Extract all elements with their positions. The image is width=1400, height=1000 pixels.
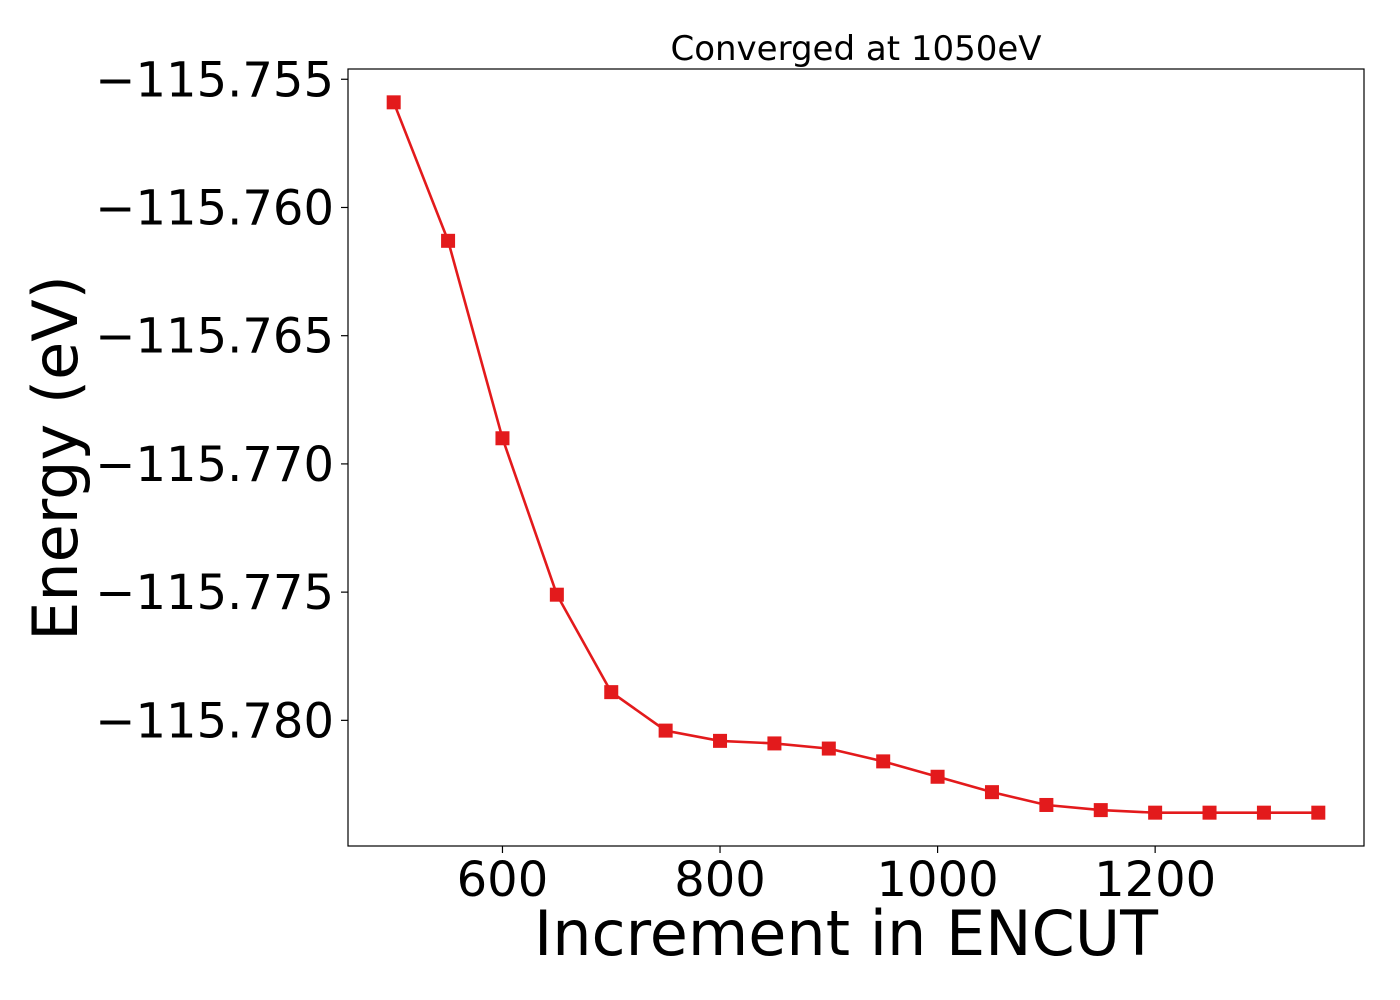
data-point-marker xyxy=(658,723,673,738)
data-point-marker xyxy=(930,769,945,784)
data-point-marker xyxy=(876,754,891,769)
chart-title: Converged at 1050eV xyxy=(670,29,1041,69)
data-point-marker xyxy=(984,785,999,800)
y-tick-label: −115.755 xyxy=(95,52,334,108)
data-point-marker xyxy=(1148,805,1163,820)
y-axis-ticks: −115.755 −115.760 −115.765 −115.770 −115.775… xyxy=(95,52,348,749)
x-tick-label: 1200 xyxy=(1094,852,1216,908)
data-point-marker xyxy=(386,95,401,110)
x-axis-label: Increment in ENCUT xyxy=(534,897,1159,970)
data-point-marker xyxy=(1311,805,1326,820)
plot-frame xyxy=(347,68,1365,847)
x-axis-ticks: 600 800 1000 1200 xyxy=(457,846,1216,908)
x-tick-label: 800 xyxy=(674,852,766,908)
y-axis-label: Energy (eV) xyxy=(19,275,92,641)
data-point-marker xyxy=(1256,805,1271,820)
data-point-marker xyxy=(549,587,564,602)
x-tick-label: 1000 xyxy=(877,852,999,908)
data-point-marker xyxy=(1202,805,1217,820)
data-point-marker xyxy=(821,741,836,756)
series-line xyxy=(392,101,1319,815)
data-point-marker xyxy=(441,233,456,248)
y-tick-label: −115.765 xyxy=(95,309,334,365)
y-tick-label: −115.775 xyxy=(95,565,334,621)
plot-area xyxy=(386,95,1326,820)
x-tick-label: 600 xyxy=(457,852,549,908)
y-tick-label: −115.760 xyxy=(95,180,334,236)
y-tick-label: −115.780 xyxy=(95,693,334,749)
data-point-marker xyxy=(767,736,782,751)
data-point-marker xyxy=(1093,803,1108,818)
data-point-marker xyxy=(713,733,728,748)
y-tick-label: −115.770 xyxy=(95,437,334,493)
data-point-marker xyxy=(604,685,619,700)
data-point-marker xyxy=(495,431,510,446)
data-point-marker xyxy=(1039,797,1054,812)
